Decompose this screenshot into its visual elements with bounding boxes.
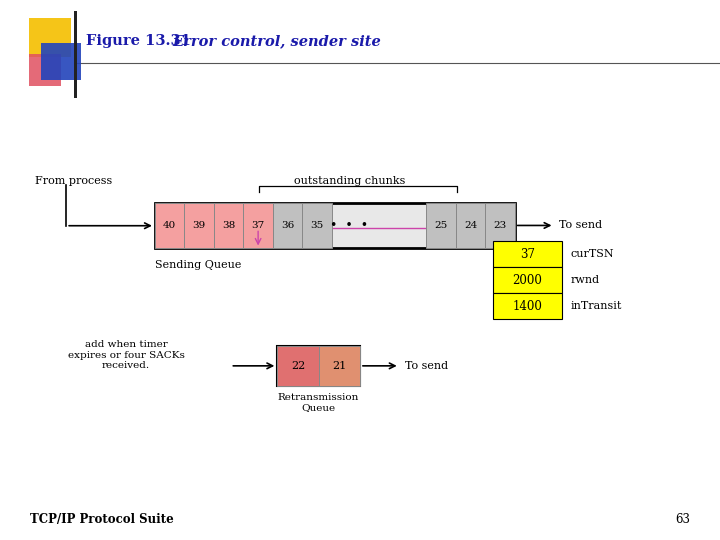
Text: •  •  •: • • • bbox=[330, 219, 368, 232]
Bar bbox=[273, 202, 302, 248]
Text: outstanding chunks: outstanding chunks bbox=[294, 176, 405, 186]
Text: 40: 40 bbox=[163, 221, 176, 230]
Text: 37: 37 bbox=[520, 248, 535, 261]
Bar bbox=[493, 267, 562, 293]
Text: 1400: 1400 bbox=[513, 300, 542, 313]
Text: Retransmission
Queue: Retransmission Queue bbox=[278, 393, 359, 412]
Text: inTransit: inTransit bbox=[570, 301, 621, 311]
Text: rwnd: rwnd bbox=[570, 275, 599, 285]
Text: 2000: 2000 bbox=[513, 274, 542, 287]
Text: 39: 39 bbox=[192, 221, 206, 230]
Text: 24: 24 bbox=[464, 221, 477, 230]
Bar bbox=[485, 202, 515, 248]
Text: To send: To send bbox=[559, 220, 603, 231]
Bar bbox=[493, 241, 562, 267]
Bar bbox=[302, 202, 332, 248]
Text: curTSN: curTSN bbox=[570, 249, 614, 259]
Bar bbox=[29, 54, 61, 86]
Text: TCP/IP Protocol Suite: TCP/IP Protocol Suite bbox=[30, 513, 174, 526]
Text: 23: 23 bbox=[493, 221, 507, 230]
Bar bbox=[493, 293, 562, 319]
Bar bbox=[155, 202, 184, 248]
Bar bbox=[319, 346, 360, 386]
Text: 63: 63 bbox=[675, 513, 690, 526]
Text: 35: 35 bbox=[310, 221, 324, 230]
Text: 37: 37 bbox=[251, 221, 265, 230]
Text: 21: 21 bbox=[332, 361, 346, 371]
Text: 25: 25 bbox=[434, 221, 448, 230]
Text: From process: From process bbox=[35, 176, 112, 186]
Bar bbox=[184, 202, 214, 248]
Text: 36: 36 bbox=[281, 221, 294, 230]
Bar bbox=[277, 346, 360, 386]
Text: Sending Queue: Sending Queue bbox=[155, 260, 241, 271]
Bar bbox=[29, 18, 71, 57]
Bar bbox=[456, 202, 485, 248]
Text: Error control, sender site: Error control, sender site bbox=[173, 34, 382, 48]
Text: To send: To send bbox=[405, 361, 448, 371]
Bar bbox=[41, 43, 81, 80]
Bar bbox=[426, 202, 456, 248]
Bar bbox=[155, 202, 515, 248]
Text: 22: 22 bbox=[291, 361, 305, 371]
Bar bbox=[74, 11, 77, 98]
Text: add when timer
expires or four SACKs
received.: add when timer expires or four SACKs rec… bbox=[68, 340, 184, 370]
Bar bbox=[214, 202, 243, 248]
Bar bbox=[243, 202, 273, 248]
Text: 38: 38 bbox=[222, 221, 235, 230]
Text: Figure 13.31: Figure 13.31 bbox=[86, 34, 192, 48]
Bar bbox=[277, 346, 318, 386]
